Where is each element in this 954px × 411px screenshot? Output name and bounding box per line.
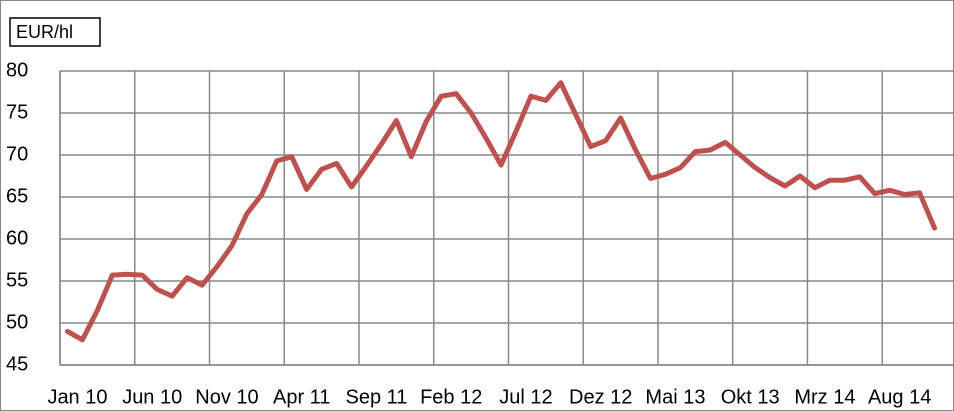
x-tick-label: Mai 13: [645, 386, 705, 408]
y-tick-label: 45: [6, 353, 28, 375]
y-tick-label: 60: [6, 227, 28, 249]
x-tick-label: Sep 11: [346, 386, 408, 408]
y-axis-label: EUR/hl: [16, 22, 73, 42]
x-tick-label: Nov 10: [195, 386, 258, 408]
y-tick-label: 55: [6, 269, 28, 291]
x-tick-label: Jun 10: [122, 386, 182, 408]
unit-box: [9, 17, 101, 47]
x-tick-label: Aug 14: [868, 386, 931, 408]
y-tick-label: 80: [6, 59, 28, 81]
y-tick-label: 65: [6, 185, 28, 207]
x-tick-label: Feb 12: [420, 386, 482, 408]
line-series: [64, 80, 938, 343]
x-tick-label: Jan 10: [47, 386, 107, 408]
x-tick-label: Mrz 14: [794, 386, 855, 408]
x-tick-label: Jul 12: [499, 386, 552, 408]
y-tick-label: 50: [6, 311, 28, 333]
y-tick-label: 75: [6, 101, 28, 123]
x-tick-label: Okt 13: [721, 386, 780, 408]
y-tick-label: 70: [6, 143, 28, 165]
x-tick-label: Apr 11: [273, 386, 330, 408]
x-tick-label: Dez 12: [569, 386, 632, 408]
